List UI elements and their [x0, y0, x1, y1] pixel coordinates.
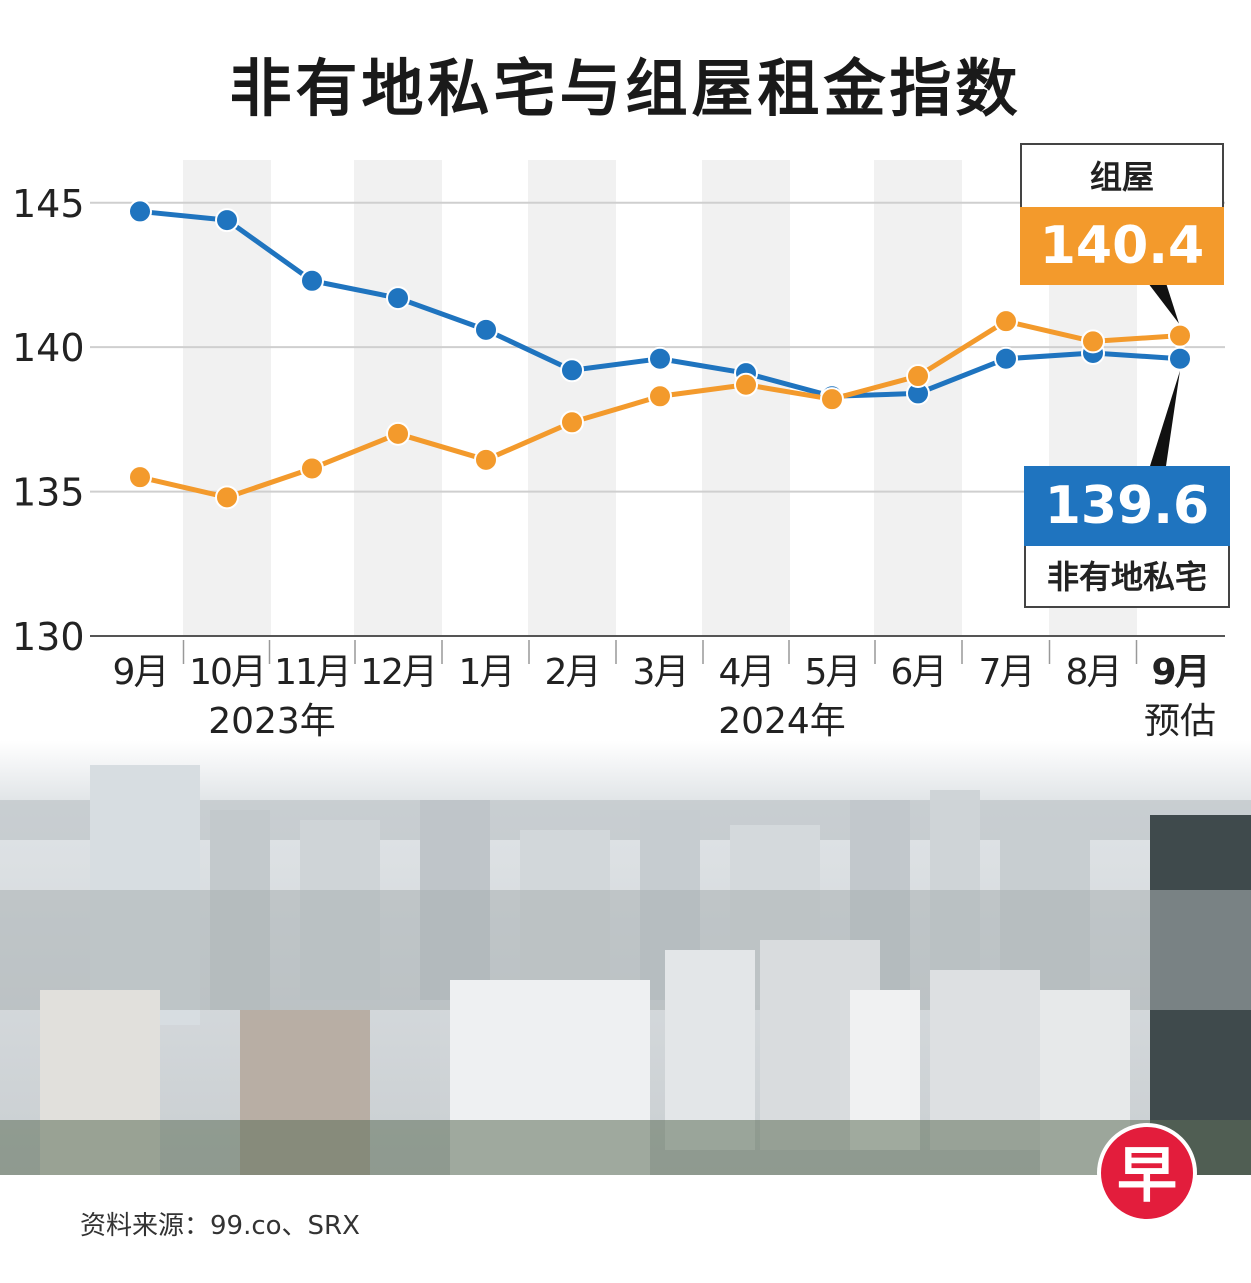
hdb-point: [1081, 329, 1105, 354]
hdb-point: [474, 447, 498, 472]
x-axis: 9月 10月 11月 12月 1月 2月 3月 4月 5月 6月 7月 8月 9月 2023年 2024年 预…: [113, 640, 1216, 742]
hdb-point: [906, 364, 930, 389]
city-skyline-photo: [0, 740, 1251, 1175]
year-label: 2024年: [718, 701, 846, 742]
column-band: [702, 160, 790, 636]
x-tick-label: 6月: [891, 652, 946, 693]
chart-title: 非有地私宅与组屋租金指数: [229, 52, 1022, 125]
private-point: [994, 346, 1018, 371]
hdb-leader: [1148, 283, 1179, 324]
x-tick-label: 4月: [719, 652, 774, 693]
x-tick-label: 9月: [113, 652, 168, 693]
y-tick-label: 140: [12, 326, 85, 370]
private-leader: [1150, 370, 1180, 466]
estimate-note: 预估: [1144, 701, 1216, 742]
column-band: [354, 160, 442, 636]
hdb-point: [994, 309, 1018, 334]
callout-leaders: [1148, 283, 1180, 466]
zaobao-logo: 早: [1097, 1123, 1197, 1223]
x-tick-label: 11月: [274, 652, 350, 693]
private-point: [474, 317, 498, 342]
private-point: [300, 268, 324, 293]
x-tick-label: 7月: [979, 652, 1034, 693]
hdb-point: [215, 485, 239, 510]
hdb-point: [1168, 323, 1192, 348]
x-tick-label: 5月: [805, 652, 860, 693]
private-point: [648, 346, 672, 371]
series-lines: [128, 199, 1192, 510]
year-label: 2023年: [208, 701, 336, 742]
x-tick-label: 2月: [545, 652, 600, 693]
y-tick-label: 145: [12, 182, 85, 226]
private-point: [1168, 346, 1192, 371]
y-axis-ticks: 130 135 140 145: [12, 182, 85, 659]
private-point: [215, 208, 239, 233]
private-point: [128, 199, 152, 224]
hdb-point: [734, 372, 758, 397]
private-callout-label: 非有地私宅: [1046, 558, 1207, 596]
private-callout-value: 139.6: [1024, 466, 1230, 546]
x-tick-label: 12月: [360, 652, 436, 693]
hdb-point: [128, 465, 152, 490]
private-callout: 139.6 非有地私宅: [1024, 466, 1230, 608]
x-tick-label: 1月: [459, 652, 514, 693]
x-tick-label: 9月: [1151, 652, 1208, 693]
column-band: [528, 160, 616, 636]
x-tick-label: 10月: [189, 652, 265, 693]
hdb-point: [386, 421, 410, 446]
hdb-callout-label: 组屋: [1089, 158, 1154, 196]
private-point: [560, 358, 584, 383]
hdb-point: [560, 410, 584, 435]
source-note: 资料来源：99.co、SRX: [80, 1211, 360, 1241]
hdb-point: [820, 387, 844, 412]
x-tick-label: 8月: [1066, 652, 1121, 693]
y-tick-label: 135: [12, 471, 85, 515]
private-point: [386, 286, 410, 311]
hdb-callout-value: 140.4: [1020, 207, 1224, 285]
hdb-point: [648, 384, 672, 409]
y-tick-label: 130: [12, 615, 85, 659]
x-tick-label: 3月: [633, 652, 688, 693]
line-chart: 130 135 140 145 9月 10月 11月 12月 1月 2月 3月 4月 5月 6月 7月 8月…: [12, 160, 1225, 742]
hdb-callout: 组屋 140.4: [1020, 143, 1224, 285]
hdb-point: [300, 456, 324, 481]
